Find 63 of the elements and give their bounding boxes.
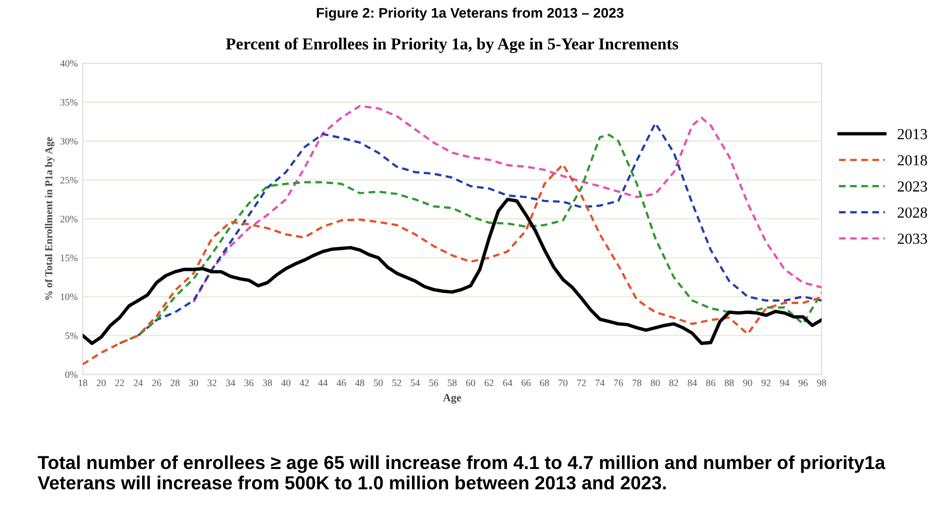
x-tick-label: 20	[96, 380, 106, 386]
x-tick-label: 76	[614, 380, 623, 386]
x-tick-label: 96	[798, 380, 808, 386]
x-tick-label: 72	[577, 380, 586, 386]
x-tick-label: 54	[410, 380, 420, 386]
legend-label: 2033	[898, 234, 928, 244]
legend-label: 2023	[898, 181, 928, 192]
line-series	[82, 163, 822, 366]
x-tick-label: 58	[448, 380, 457, 386]
x-tick-label: 30	[189, 380, 198, 386]
line-series	[192, 104, 822, 304]
legend-label: 2028	[898, 207, 928, 218]
text: Total number of enrollees ≥ age 65 will increase from 4.1 to 4.7 million and number of priority1a Veterans will increase from 500K to 1.0 million between 2013 and 2023.	[38, 455, 886, 490]
x-tick-label: 38	[263, 380, 272, 386]
x-tick-label: 24	[134, 380, 143, 386]
x-tick-label: 88	[724, 380, 734, 386]
y-tick-label: 15%	[60, 254, 78, 262]
x-tick-label: 92	[762, 380, 770, 386]
y-tick-label: 30%	[60, 138, 78, 145]
x-tick-label: 48	[355, 380, 364, 386]
x-tick-label: 36	[244, 380, 254, 386]
x-tick-label: 34	[226, 380, 236, 386]
y-tick-label: 5%	[65, 332, 78, 340]
x-tick-label: 60	[466, 380, 476, 386]
x-tick-label: 64	[503, 380, 512, 386]
x-tick-label: 74	[596, 380, 605, 386]
y-tick-label: 20%	[60, 216, 78, 222]
x-tick-label: 70	[558, 380, 568, 386]
x-tick-label: 86	[706, 380, 716, 386]
caption: Figure 2: Priority 1a Veterans from 2013 – 2023	[316, 8, 624, 21]
x-axis-title: Age	[442, 394, 462, 404]
x-tick-label: 50	[374, 380, 383, 386]
y-tick-label: 0%	[65, 371, 78, 378]
x-tick-label: 82	[669, 380, 678, 386]
x-tick-label: 26	[152, 380, 162, 386]
x-tick-label: 84	[688, 380, 697, 386]
x-tick-label: 18	[78, 380, 88, 386]
y-tick-label: 40%	[60, 60, 78, 67]
y-tick-label: 25%	[60, 176, 78, 184]
x-tick-label: 62	[484, 380, 494, 386]
chart-title: Percent of Enrollees in Priority 1a, by Age in 5-Year Increments	[226, 38, 678, 54]
x-tick-label: 56	[429, 380, 438, 386]
legend-label: 2018	[898, 155, 928, 166]
x-tick-label: 78	[632, 380, 642, 386]
line-series	[82, 198, 822, 345]
y-tick-label: 10%	[60, 294, 78, 300]
x-tick-label: 66	[522, 380, 531, 386]
x-tick-label: 80	[650, 380, 660, 386]
y-tick-label: 35%	[60, 99, 78, 106]
x-tick-label: 40	[281, 380, 290, 386]
x-tick-label: 42	[300, 380, 309, 386]
y-axis-title: % of Total Enrollment in P1a by Age	[44, 137, 54, 300]
x-tick-label: 98	[817, 380, 826, 386]
x-tick-label: 44	[318, 380, 328, 386]
x-tick-label: 68	[540, 380, 549, 386]
x-tick-label: 22	[115, 380, 124, 386]
x-tick-label: 90	[743, 380, 752, 386]
legend-label: 2013	[898, 128, 928, 140]
x-tick-label: 52	[392, 380, 402, 386]
x-tick-label: 28	[170, 380, 180, 386]
x-tick-label: 32	[208, 380, 216, 386]
x-tick-label: 94	[780, 380, 790, 386]
x-tick-label: 46	[336, 380, 346, 386]
